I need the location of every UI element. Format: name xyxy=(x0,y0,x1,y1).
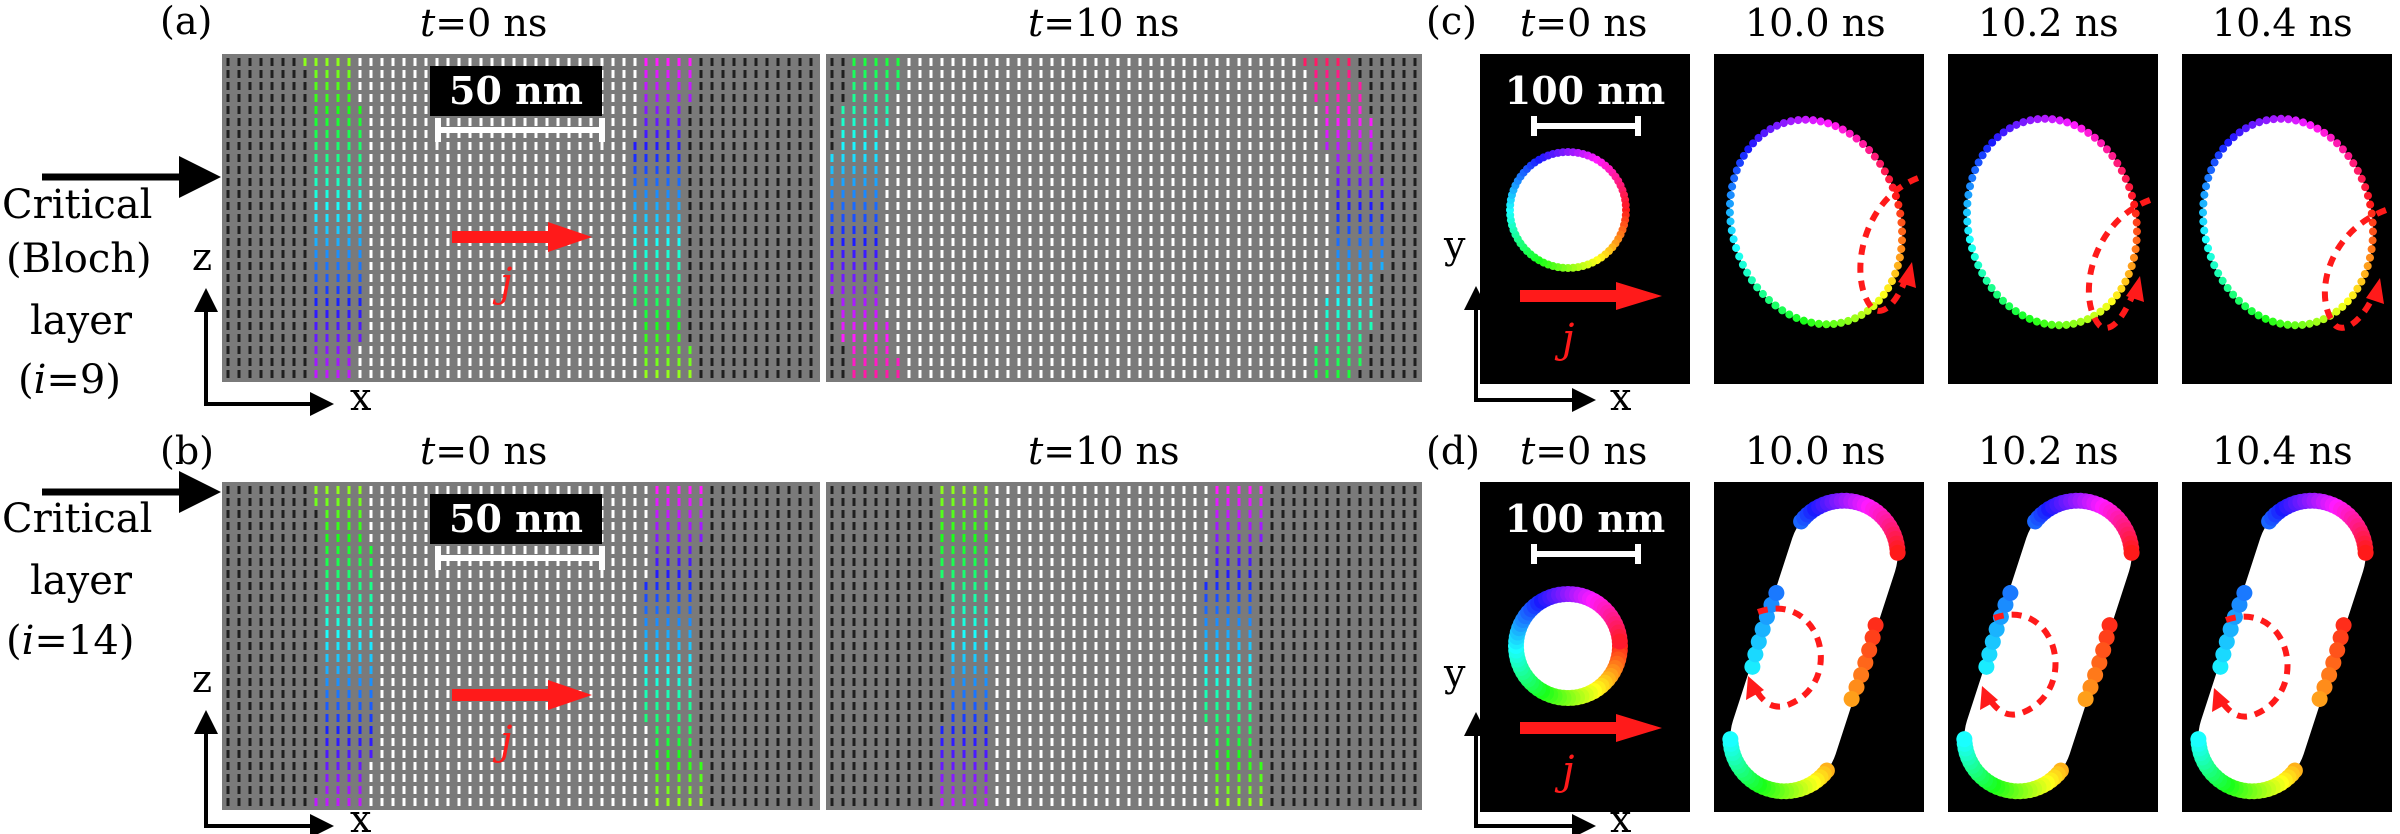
xz-background xyxy=(826,54,1422,382)
time-label-b-right: t=10 ns xyxy=(1028,429,1180,473)
time-label-b-left: t=0 ns xyxy=(420,429,547,473)
xz-panel-a-right xyxy=(826,54,1422,382)
time-label-a-right: t=10 ns xyxy=(1028,1,1180,45)
scale-bar-label-bg-a xyxy=(430,66,602,116)
xz-background xyxy=(826,482,1422,810)
axes-xz-top xyxy=(194,288,334,416)
axis-label-x-top: x xyxy=(350,375,371,419)
time-label-a-left: t=0 ns xyxy=(420,1,547,45)
xz-panel-b-right xyxy=(826,482,1422,810)
axis-label-z-top: z xyxy=(192,235,212,279)
side-label-top: Critical (Bloch) layer (i=9) xyxy=(2,182,152,403)
panel-label-b: (b) xyxy=(160,429,214,473)
scale-bar-label-a: 50 nm xyxy=(449,68,583,113)
scale-bar-a xyxy=(435,118,605,142)
current-arrowhead-a xyxy=(548,222,592,252)
panel-label-a: (a) xyxy=(160,0,212,43)
